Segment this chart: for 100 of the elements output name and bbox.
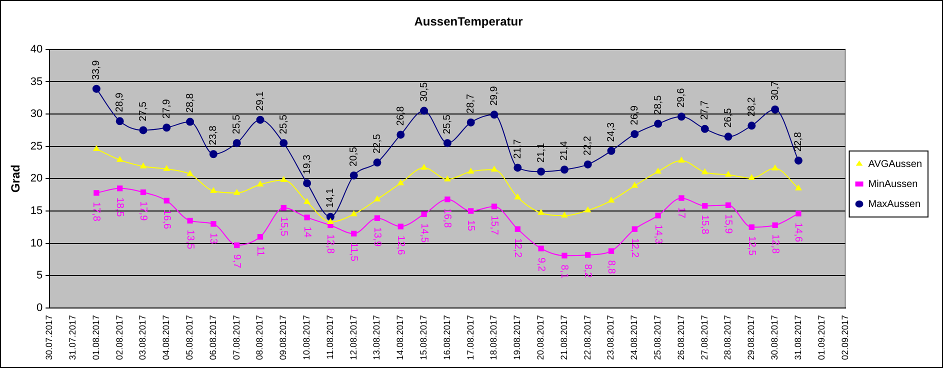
point — [162, 124, 171, 132]
data-label: 9,7 — [231, 254, 242, 269]
data-label: 17 — [676, 207, 687, 219]
point — [584, 160, 592, 168]
point — [796, 210, 802, 216]
point — [725, 202, 732, 208]
point — [585, 252, 591, 258]
point — [421, 211, 427, 218]
point — [630, 130, 639, 138]
point — [443, 139, 452, 148]
x-tick-label: 31.08.2017 — [792, 314, 803, 360]
legend-label: MinAussen — [868, 178, 918, 190]
data-label: 30,5 — [418, 82, 430, 102]
point — [677, 112, 686, 121]
data-label: 26,5 — [723, 108, 734, 128]
point — [210, 186, 217, 193]
data-label: 25,5 — [232, 114, 243, 134]
data-label: 15,8 — [699, 214, 710, 235]
x-tick-label: 16.08.2017 — [442, 314, 452, 360]
point — [514, 164, 522, 172]
x-tick-label: 03.08.2017 — [138, 314, 148, 360]
data-label: 21,4 — [559, 140, 570, 161]
x-tick-label: 09.08.2017 — [278, 314, 288, 360]
point — [232, 139, 241, 148]
y-tick-label: 35 — [30, 76, 43, 88]
point — [397, 179, 404, 186]
data-label: 11 — [254, 246, 266, 257]
x-tick-label: 26.08.2017 — [676, 314, 686, 360]
data-label: 14,1 — [325, 188, 336, 208]
point — [748, 122, 756, 130]
point — [700, 124, 709, 133]
point — [748, 174, 756, 180]
data-label: 12,6 — [394, 236, 406, 256]
point — [350, 171, 358, 180]
point — [701, 168, 708, 174]
point — [724, 132, 732, 141]
y-tick-label: 20 — [30, 172, 43, 185]
point — [490, 110, 498, 119]
x-tick-label: 24.08.2017 — [629, 314, 640, 360]
x-tick-label: 02.09.2017 — [840, 314, 850, 360]
y-tick-label: 5 — [36, 270, 43, 282]
point — [678, 156, 685, 163]
point — [490, 166, 498, 172]
point — [655, 212, 661, 218]
data-label: 16,8 — [442, 208, 453, 228]
point — [794, 156, 802, 165]
data-label: 12,8 — [769, 234, 780, 254]
data-label: 23,8 — [208, 125, 220, 146]
data-label: 14,3 — [652, 224, 664, 244]
point — [795, 184, 802, 190]
data-label: 29,6 — [676, 88, 688, 108]
point — [256, 180, 264, 186]
data-label: 28,5 — [652, 94, 664, 115]
point — [537, 168, 546, 176]
data-label: 15 — [465, 220, 476, 232]
point — [326, 218, 334, 224]
point — [632, 226, 638, 232]
data-label: 28,8 — [184, 92, 196, 113]
point — [187, 218, 193, 224]
point — [257, 234, 264, 240]
data-label: 26,9 — [629, 105, 640, 126]
data-label: 13,5 — [184, 230, 196, 250]
point — [560, 212, 568, 218]
point — [444, 196, 450, 202]
point — [92, 144, 100, 151]
point — [140, 189, 146, 196]
point — [139, 126, 148, 134]
legend-label: AVGAussen — [868, 158, 922, 170]
data-label: 19,3 — [302, 154, 313, 174]
point — [514, 193, 522, 200]
y-tick-label: 25 — [30, 140, 43, 152]
data-label: 27,7 — [700, 100, 711, 120]
x-tick-label: 12.08.2017 — [348, 314, 358, 360]
point — [326, 212, 334, 221]
point — [351, 230, 357, 236]
point — [420, 106, 428, 115]
point — [280, 176, 288, 182]
x-tick-label: 31.07.2017 — [68, 314, 78, 360]
point — [94, 190, 100, 196]
x-tick-label: 30.08.2017 — [770, 314, 780, 360]
point — [373, 158, 382, 167]
point — [772, 164, 779, 170]
x-tick-label: 23.08.2017 — [606, 314, 616, 360]
x-tick-label: 05.08.2017 — [184, 314, 195, 360]
x-tick-label: 29.08.2017 — [746, 314, 756, 360]
x-tick-label: 01.09.2017 — [816, 314, 826, 360]
x-tick-label: 17.08.2017 — [465, 314, 476, 360]
point — [654, 168, 662, 174]
data-label: 22,8 — [793, 132, 804, 152]
point — [491, 204, 498, 210]
y-axis-title: Grad — [8, 164, 23, 193]
point — [444, 175, 451, 182]
point — [140, 162, 147, 168]
point — [608, 248, 614, 254]
point — [560, 166, 568, 174]
x-tick-label: 18.08.2017 — [488, 314, 499, 360]
data-label: 20,5 — [348, 146, 360, 166]
point — [562, 252, 568, 258]
point — [420, 164, 428, 170]
data-label: 29,1 — [254, 90, 266, 111]
